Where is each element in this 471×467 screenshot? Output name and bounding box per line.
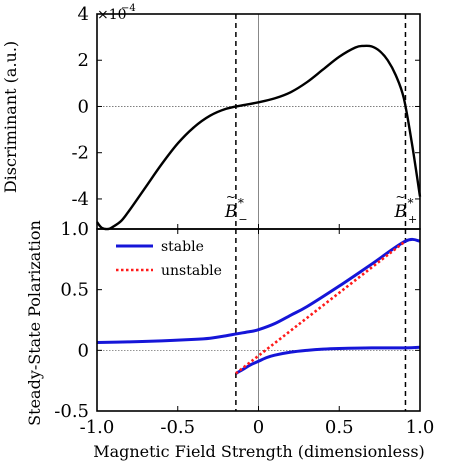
marker-star: *	[407, 196, 413, 210]
top-ytick-label: 2	[78, 50, 89, 71]
xtick-label: -1.0	[80, 417, 115, 438]
bottom-ytick-label: 1.0	[60, 219, 89, 240]
exponent-base: ×10	[97, 7, 127, 23]
top-ytick-label: 4	[78, 4, 89, 25]
reference-lines	[97, 229, 420, 411]
xtick-label: 0	[253, 417, 264, 438]
series-stable-lower-line	[235, 345, 421, 375]
bottom-plot-frame	[96, 228, 421, 412]
discriminant-panel: 4 2 0 -2 -4 ×10 −4 Discriminant (a.u.) B−*~B…	[1, 3, 422, 231]
xtick-label: 1.0	[406, 417, 435, 438]
bottom-ytick-label: -0.5	[54, 401, 89, 422]
top-y-axis-label: Discriminant (a.u.)	[1, 41, 20, 193]
reference-lines	[97, 14, 420, 229]
top-ytick-label: -2	[71, 143, 89, 164]
series-lines	[96, 237, 421, 375]
bottom-ytick-label: 0	[78, 340, 89, 361]
xtick-label: -0.5	[160, 417, 195, 438]
critical-field-markers	[235, 229, 407, 411]
series-stable-line	[96, 237, 421, 344]
x-axis-label: Magnetic Field Strength (dimensionless)	[93, 442, 425, 461]
axis-ticks: 1.00.50-0.5-1.0 -0.5 0 0.5 1.0	[54, 219, 434, 438]
top-ytick-label: -4	[71, 189, 89, 210]
marker-tilde: ~	[226, 190, 236, 204]
xtick-label: 0.5	[325, 417, 354, 438]
series-unstable-line	[235, 240, 407, 375]
marker-tilde: ~	[395, 190, 405, 204]
critical-field-markers	[235, 14, 407, 229]
marker-labels: B−*~B+*~	[224, 190, 417, 226]
legend-label-unstable: unstable	[161, 263, 222, 279]
discriminant-curve	[96, 44, 422, 231]
bottom-y-axis-label: Steady-State Polarization	[25, 220, 44, 426]
top-ytick-label: 0	[78, 96, 89, 117]
y-ticks: 4 2 0 -2 -4	[71, 4, 421, 229]
legend: stable unstable	[116, 239, 222, 279]
legend-label-stable: stable	[161, 239, 204, 255]
marker-star: *	[238, 196, 244, 210]
polarization-panel: 1.00.50-0.5-1.0 -0.5 0 0.5 1.0 Magnetic Fiel…	[25, 219, 434, 461]
bottom-ytick-label: 0.5	[60, 280, 89, 301]
exponent-power: −4	[121, 3, 136, 14]
